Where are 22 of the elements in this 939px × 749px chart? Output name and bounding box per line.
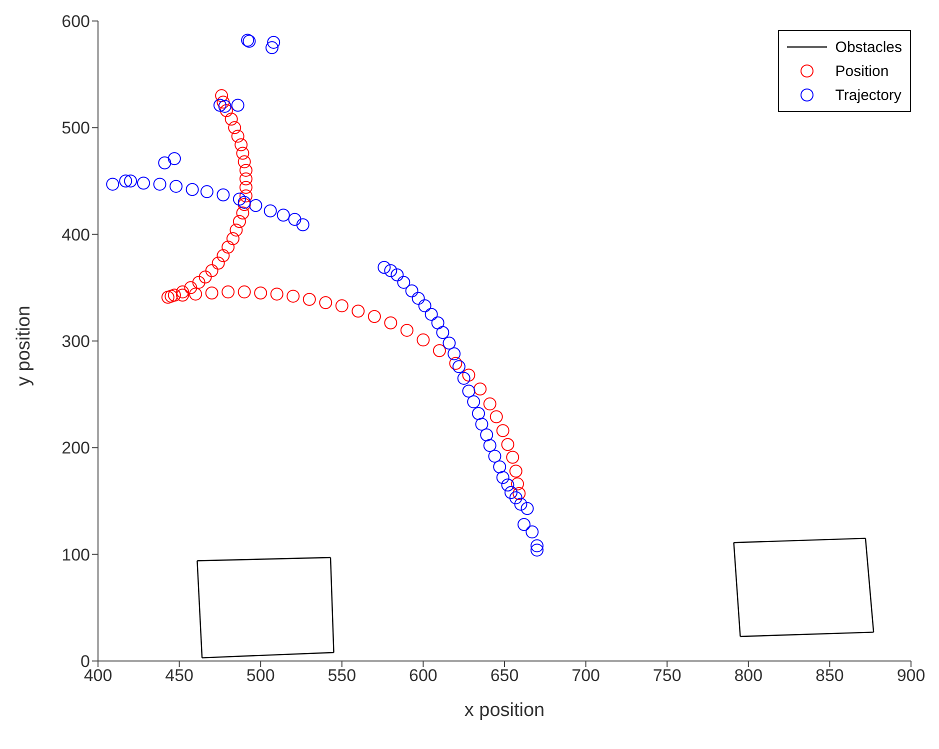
legend-label: Position [835,62,889,80]
x-tick-label: 800 [734,666,763,686]
x-tick-label: 450 [165,666,194,686]
x-tick-label: 700 [572,666,600,686]
legend-label: Trajectory [835,86,902,104]
x-tick-label: 550 [328,666,356,686]
x-tick-label: 600 [409,666,438,686]
x-tick-label: 650 [490,666,519,686]
x-tick-label: 850 [816,666,844,686]
y-tick-label: 400 [62,225,90,244]
x-tick-label: 900 [896,666,926,686]
legend-label: Obstacles [835,38,902,56]
x-tick-label: 750 [652,666,682,686]
x-tick-label: 500 [246,666,275,686]
y-tick-label: 100 [62,545,90,564]
y-tick-label: 200 [62,438,90,458]
y-axis-title: y position [14,306,35,386]
x-tick-label: 400 [84,666,112,686]
y-tick-label: 300 [62,332,90,352]
y-tick-label: 500 [62,118,90,138]
x-axis-title: x position [464,700,545,721]
y-tick-label: 600 [62,12,90,32]
